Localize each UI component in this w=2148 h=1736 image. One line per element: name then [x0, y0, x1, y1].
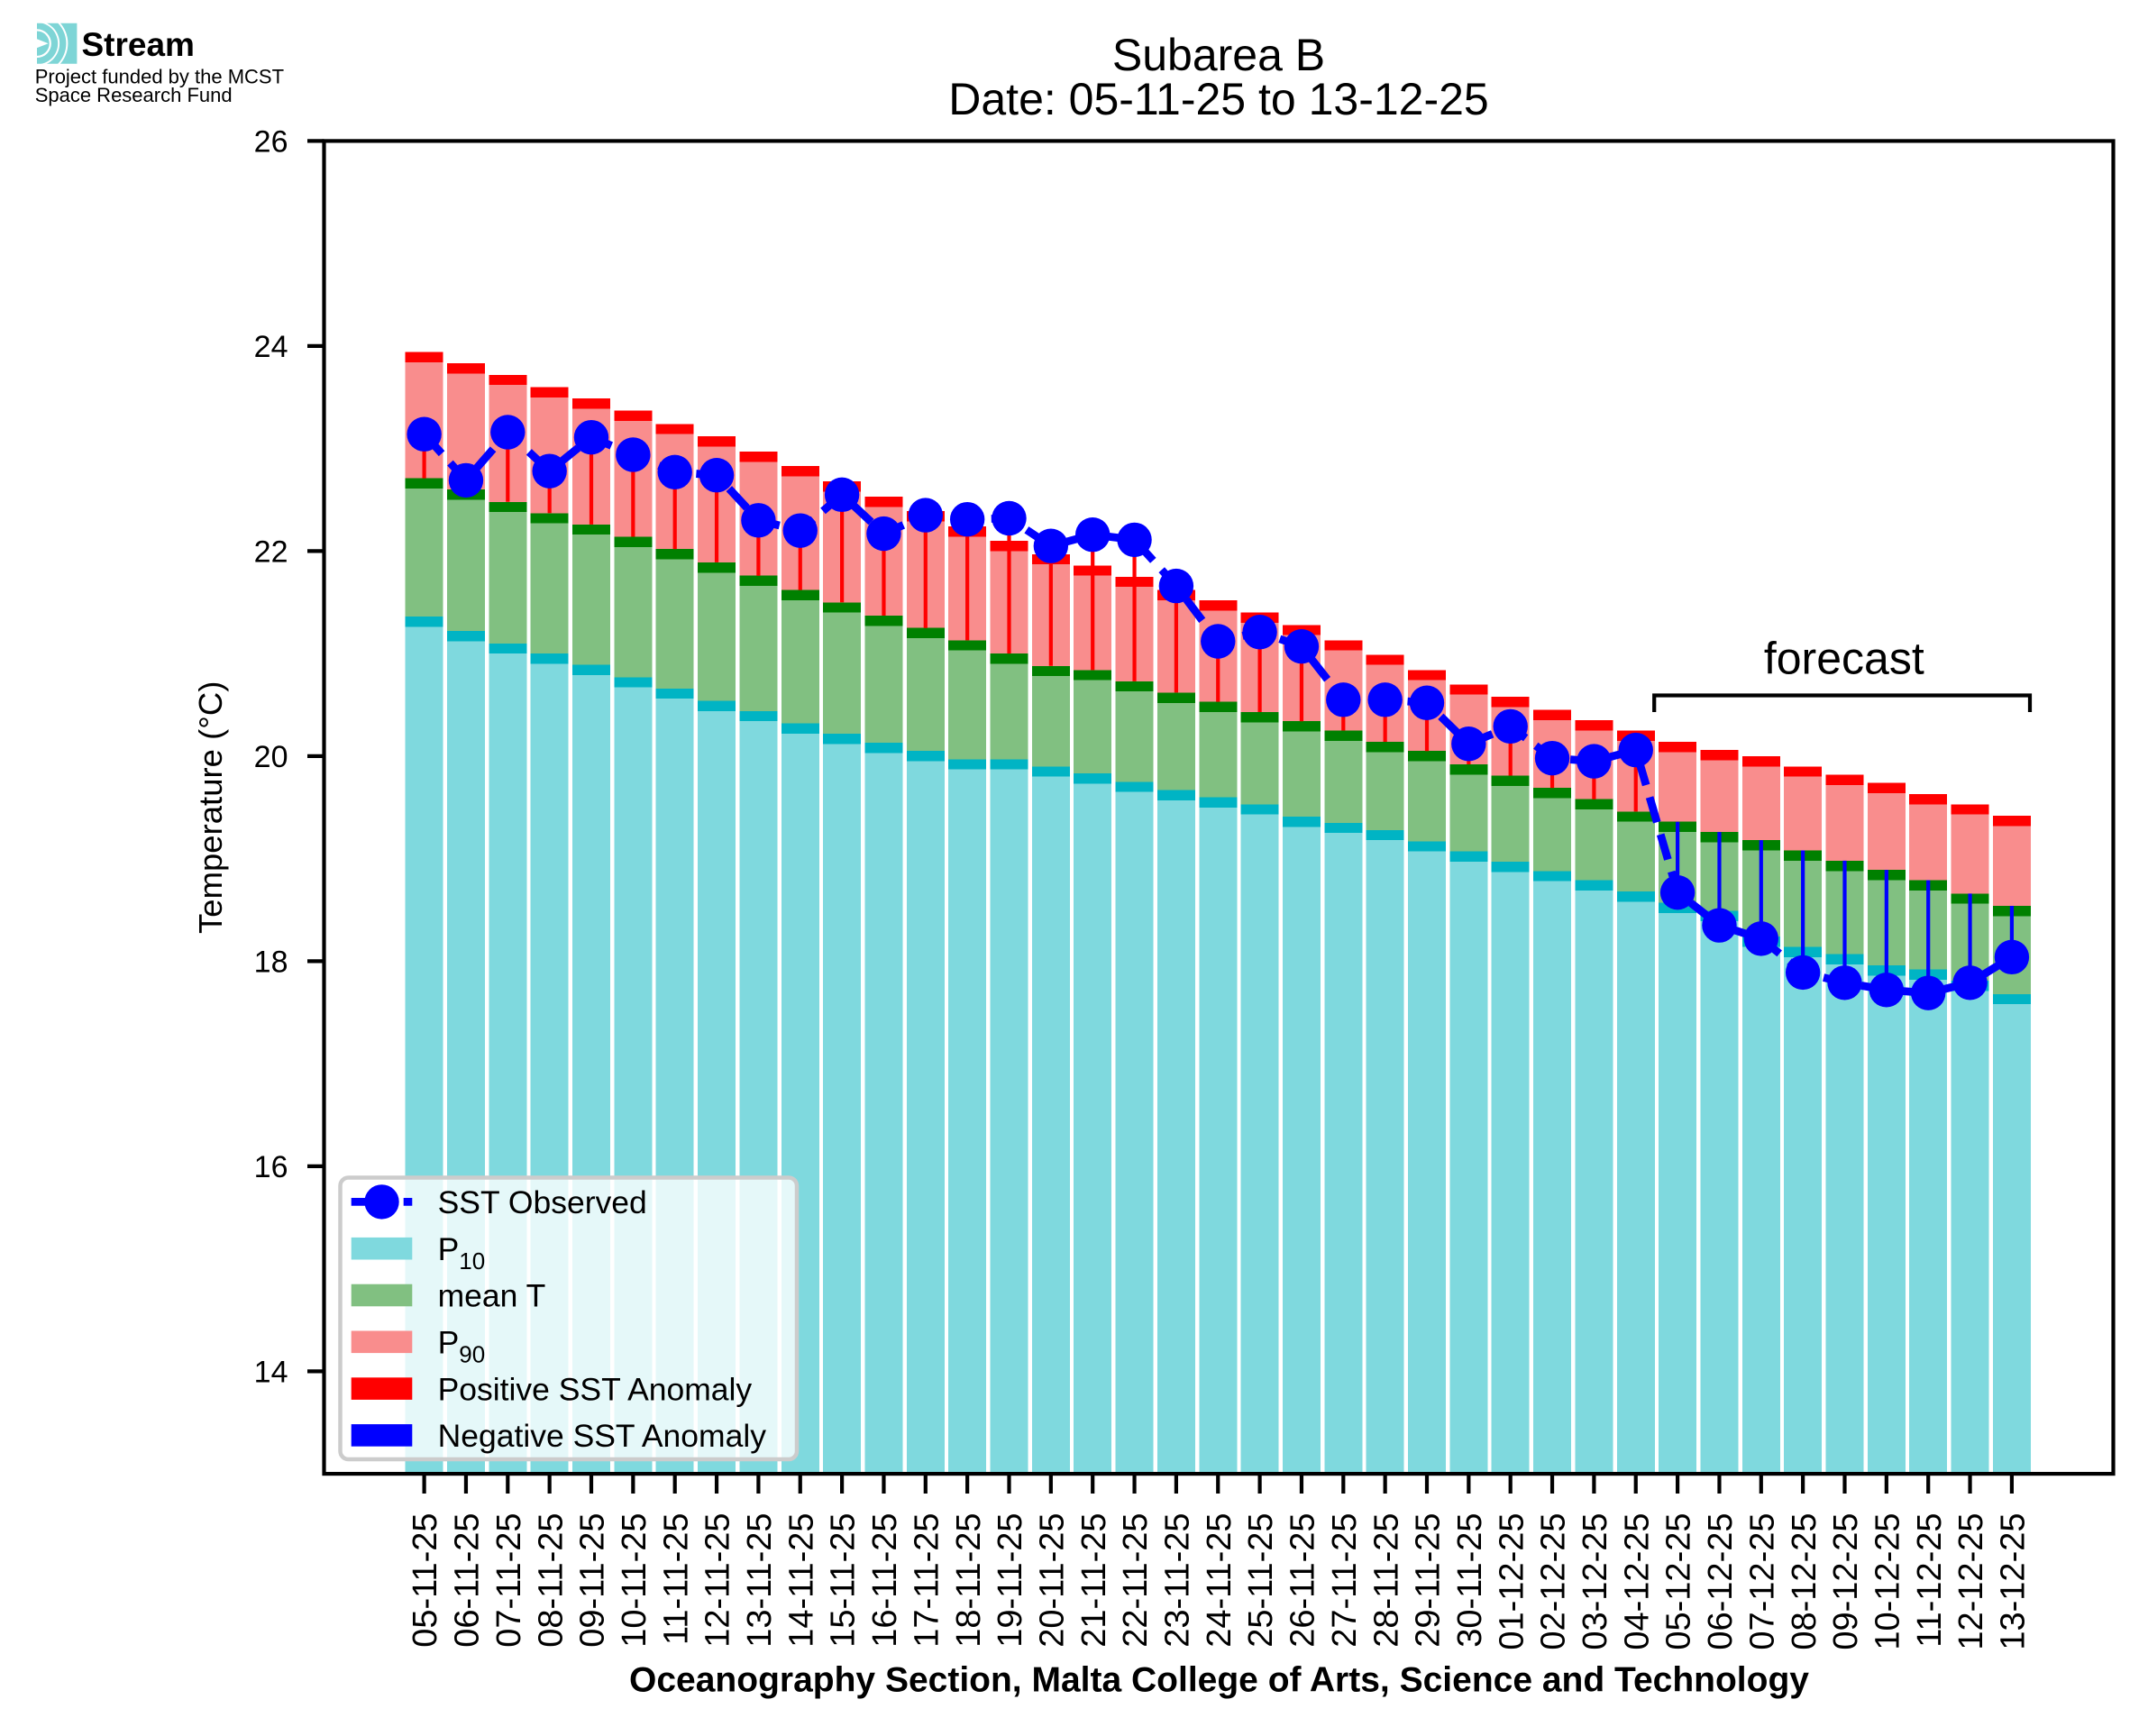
svg-text:11-12-25: 11-12-25	[1911, 1513, 1949, 1648]
svg-text:13-11-25: 13-11-25	[741, 1513, 779, 1648]
svg-text:20: 20	[254, 740, 288, 774]
svg-text:12-12-25: 12-12-25	[1952, 1513, 1990, 1650]
svg-text:09-12-25: 09-12-25	[1827, 1513, 1865, 1650]
svg-text:09-11-25: 09-11-25	[574, 1513, 612, 1648]
svg-text:06-12-25: 06-12-25	[1702, 1513, 1740, 1650]
svg-text:26-11-25: 26-11-25	[1284, 1513, 1322, 1648]
svg-text:mean T: mean T	[438, 1278, 546, 1314]
svg-text:07-11-25: 07-11-25	[490, 1513, 528, 1648]
svg-text:22-11-25: 22-11-25	[1117, 1513, 1155, 1648]
svg-text:Oceanography Section, Malta Co: Oceanography Section, Malta College of A…	[629, 1661, 1809, 1700]
svg-text:24-11-25: 24-11-25	[1201, 1513, 1239, 1648]
svg-text:07-12-25: 07-12-25	[1743, 1513, 1781, 1650]
svg-text:20-11-25: 20-11-25	[1033, 1513, 1071, 1648]
svg-text:05-12-25: 05-12-25	[1660, 1513, 1698, 1650]
svg-text:08-12-25: 08-12-25	[1786, 1513, 1824, 1650]
svg-text:16-11-25: 16-11-25	[866, 1513, 904, 1648]
svg-text:13-12-25: 13-12-25	[1995, 1513, 2033, 1650]
svg-text:Stream: Stream	[82, 26, 195, 63]
svg-text:forecast: forecast	[1764, 634, 1924, 684]
svg-text:24: 24	[254, 330, 288, 364]
svg-text:14: 14	[254, 1356, 288, 1390]
svg-text:30-11-25: 30-11-25	[1451, 1513, 1489, 1648]
svg-text:17-11-25: 17-11-25	[908, 1513, 946, 1648]
svg-text:Temperature (°C): Temperature (°C)	[192, 681, 229, 934]
svg-text:10-11-25: 10-11-25	[616, 1513, 654, 1648]
svg-text:Positive SST Anomaly: Positive SST Anomaly	[438, 1371, 753, 1407]
svg-text:SST Observed: SST Observed	[438, 1184, 647, 1220]
svg-text:15-11-25: 15-11-25	[825, 1513, 863, 1648]
svg-text:10-12-25: 10-12-25	[1869, 1513, 1906, 1650]
svg-text:18-11-25: 18-11-25	[950, 1513, 988, 1648]
svg-text:Date: 05-11-25 to 13-12-25: Date: 05-11-25 to 13-12-25	[948, 74, 1488, 124]
svg-text:14-11-25: 14-11-25	[782, 1513, 820, 1648]
svg-text:25-11-25: 25-11-25	[1242, 1513, 1280, 1648]
svg-text:29-11-25: 29-11-25	[1410, 1513, 1448, 1648]
svg-text:01-12-25: 01-12-25	[1493, 1513, 1531, 1650]
svg-text:Space Research Fund: Space Research Fund	[35, 84, 233, 106]
svg-text:19-11-25: 19-11-25	[992, 1513, 1029, 1648]
svg-text:Subarea B: Subarea B	[1112, 30, 1325, 80]
svg-text:06-11-25: 06-11-25	[449, 1513, 487, 1648]
svg-text:04-12-25: 04-12-25	[1618, 1513, 1656, 1650]
svg-text:27-11-25: 27-11-25	[1326, 1513, 1364, 1648]
svg-text:08-11-25: 08-11-25	[532, 1513, 570, 1648]
svg-text:11-11-25: 11-11-25	[657, 1513, 695, 1645]
svg-text:28-11-25: 28-11-25	[1367, 1513, 1405, 1648]
svg-text:21-11-25: 21-11-25	[1075, 1513, 1113, 1648]
svg-text:03-12-25: 03-12-25	[1577, 1513, 1614, 1650]
svg-text:26: 26	[254, 125, 288, 160]
svg-text:Project funded by the MCST: Project funded by the MCST	[35, 65, 284, 87]
svg-text:05-11-25: 05-11-25	[407, 1513, 444, 1648]
svg-text:Negative SST Anomaly: Negative SST Anomaly	[438, 1418, 767, 1454]
svg-text:23-11-25: 23-11-25	[1159, 1513, 1197, 1648]
svg-text:16: 16	[254, 1150, 288, 1184]
svg-text:12-11-25: 12-11-25	[699, 1513, 737, 1648]
svg-text:18: 18	[254, 946, 288, 980]
svg-text:22: 22	[254, 535, 288, 570]
svg-text:02-12-25: 02-12-25	[1535, 1513, 1573, 1650]
